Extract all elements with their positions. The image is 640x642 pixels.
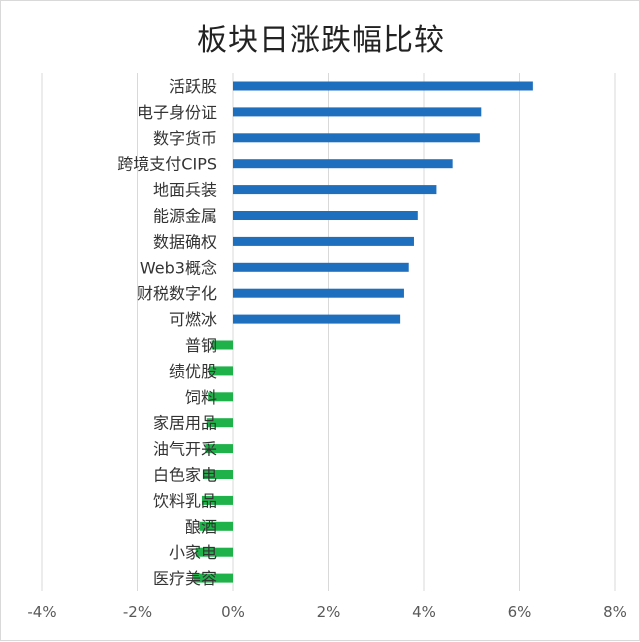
bar (233, 107, 482, 117)
bar (233, 314, 401, 324)
bar (233, 288, 404, 298)
bar (193, 573, 233, 583)
category-label: 家居用品 (153, 414, 217, 433)
chart-title: 板块日涨跌幅比较 (197, 23, 445, 58)
category-label: 活跃股 (169, 77, 217, 96)
category-label: 跨境支付CIPS (117, 155, 217, 174)
category-label: 普钢 (185, 336, 217, 355)
category-label: 可燃冰 (169, 310, 217, 329)
category-label: Web3概念 (140, 258, 217, 277)
bar (199, 521, 233, 531)
x-tick-label: 2% (317, 603, 341, 621)
bar (233, 185, 437, 195)
category-label: 油气开采 (153, 440, 217, 459)
bar (233, 133, 480, 143)
bar (233, 211, 418, 220)
x-tick-label: 8% (603, 603, 627, 621)
x-tick-label: 4% (412, 603, 436, 621)
category-label: 地面兵装 (153, 181, 217, 200)
category-label: 白色家电 (153, 466, 217, 485)
bar (206, 418, 233, 428)
bar (209, 366, 233, 376)
x-tick-label: -2% (123, 603, 152, 621)
x-tick-label: 0% (221, 603, 245, 621)
bar (211, 340, 233, 350)
category-label: 饲料 (185, 388, 217, 407)
category-label: 绩优股 (169, 362, 217, 381)
bar (233, 81, 533, 91)
bar (233, 159, 453, 169)
bar (205, 444, 233, 454)
category-label: 财税数字化 (137, 284, 217, 303)
bar (202, 470, 233, 479)
category-label: 酿酒 (185, 517, 217, 536)
bar (195, 547, 233, 557)
bar (233, 262, 409, 272)
bar (201, 495, 233, 505)
category-label: 饮料乳品 (153, 491, 217, 510)
category-label: 能源金属 (153, 207, 217, 226)
category-label: 数字货币 (153, 129, 217, 148)
category-label: 数据确权 (153, 232, 217, 251)
category-label: 医疗美容 (153, 569, 217, 588)
category-label: 小家电 (169, 543, 217, 562)
category-label: 电子身份证 (137, 103, 217, 122)
bar (208, 392, 233, 402)
bar (233, 236, 414, 246)
x-tick-label: 6% (508, 603, 532, 621)
x-tick-label: -4% (27, 603, 56, 621)
